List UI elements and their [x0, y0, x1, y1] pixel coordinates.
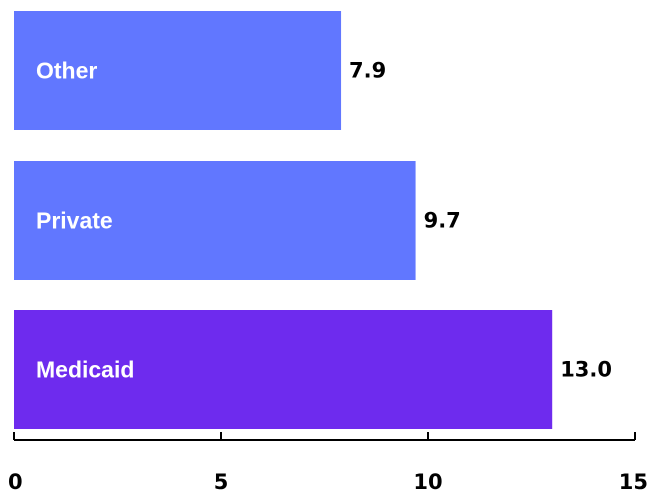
value-label-medicaid: 13.0	[560, 358, 612, 382]
x-tick-label-0: 0	[8, 470, 23, 493]
category-label-other: Other	[36, 58, 97, 84]
category-label-medicaid: Medicaid	[36, 357, 134, 383]
x-tick-label-10: 10	[413, 470, 442, 493]
x-tick-label-5: 5	[214, 470, 229, 493]
bar-private	[14, 161, 416, 280]
value-label-private: 9.7	[424, 209, 461, 233]
bar-medicaid	[14, 310, 553, 429]
value-label-other: 7.9	[349, 59, 386, 83]
x-tick-label-15: 15	[619, 470, 648, 493]
bar-other	[14, 11, 342, 130]
category-label-private: Private	[36, 208, 113, 234]
